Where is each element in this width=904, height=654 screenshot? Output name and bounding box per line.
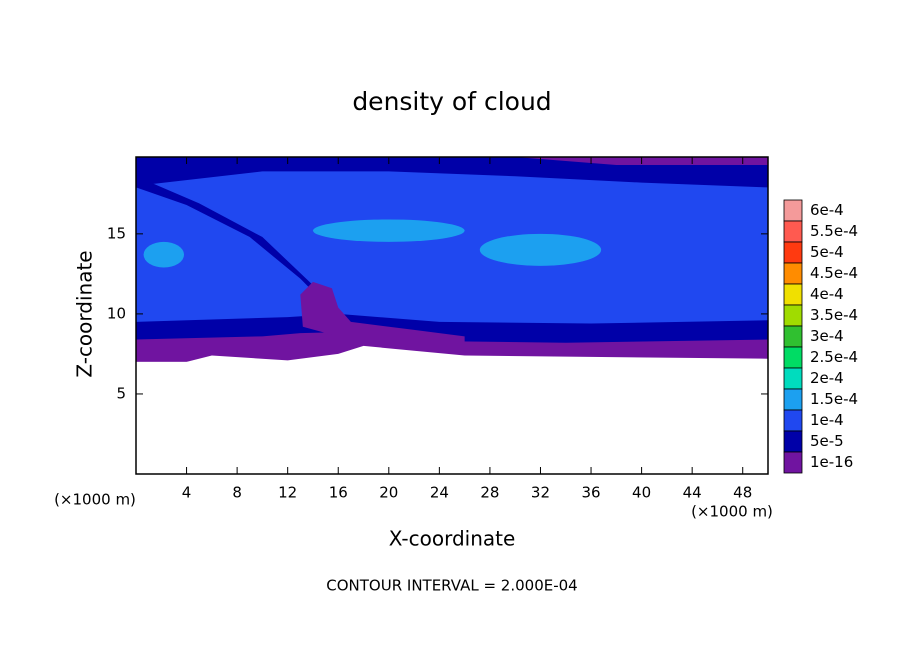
colorbar-swatch <box>783 409 803 432</box>
contour-region <box>479 233 602 266</box>
blank-region <box>136 361 768 474</box>
colorbar-label: 2e-4 <box>810 369 844 387</box>
contour-region <box>136 176 320 298</box>
colorbar-label: 2.5e-4 <box>810 348 858 366</box>
colorbar-label: 5e-5 <box>810 432 844 450</box>
colorbar-label: 3.5e-4 <box>810 306 858 324</box>
colorbar-swatch <box>783 220 803 243</box>
x-axis-label: X-coordinate <box>389 527 516 551</box>
colorbar-swatch <box>783 199 803 222</box>
x-tick-label: 48 <box>733 484 752 502</box>
colorbar-swatch <box>783 241 803 264</box>
y-tick-label: 5 <box>116 384 126 402</box>
x-tick-label: 20 <box>379 484 398 502</box>
x-tick-label: 44 <box>683 484 702 502</box>
contour-region <box>143 241 185 268</box>
footer: CONTOUR INTERVAL = 2.000E-04 <box>326 577 577 595</box>
x-tick-label: 32 <box>531 484 550 502</box>
contour-region <box>300 281 465 343</box>
colorbar-label: 6e-4 <box>810 201 844 219</box>
colorbar-label: 4e-4 <box>810 285 844 303</box>
x-tick-label: 16 <box>329 484 348 502</box>
x-tick-label: 40 <box>632 484 651 502</box>
colorbar-swatch <box>783 451 803 474</box>
x-tick-label: 4 <box>182 484 192 502</box>
contour-region <box>136 171 768 324</box>
chart-title: density of cloud <box>352 87 551 116</box>
contour-field <box>136 157 768 474</box>
colorbar-swatch <box>783 262 803 285</box>
colorbar-swatch <box>783 367 803 390</box>
colorbar-swatch <box>783 346 803 369</box>
y-tick-label: 15 <box>107 224 126 242</box>
colorbar-swatch <box>783 430 803 453</box>
colorbar-swatch <box>783 325 803 348</box>
colorbar-label: 4.5e-4 <box>810 264 858 282</box>
colorbar-label: 5.5e-4 <box>810 222 858 240</box>
colorbar-swatch <box>783 283 803 306</box>
colorbar-label: 3e-4 <box>810 327 844 345</box>
colorbar-label: 1e-16 <box>810 453 853 471</box>
y-axis-label: Z-coordinate <box>73 250 97 377</box>
colorbar-label: 5e-4 <box>810 243 844 261</box>
colorbar-label: 1.5e-4 <box>810 390 858 408</box>
x-tick-label: 28 <box>480 484 499 502</box>
colorbar-label: 1e-4 <box>810 411 844 429</box>
contour-region <box>312 219 465 242</box>
x-tick-label: 8 <box>232 484 242 502</box>
y-tick-label: 10 <box>107 304 126 322</box>
x-unit-label: (×1000 m) <box>691 503 773 521</box>
colorbar-swatch <box>783 388 803 411</box>
x-tick-label: 36 <box>581 484 600 502</box>
x-tick-label: 12 <box>278 484 297 502</box>
y-unit-label: (×1000 m) <box>54 491 136 509</box>
x-tick-label: 24 <box>430 484 449 502</box>
plot-frame <box>135 156 769 475</box>
colorbar-swatch <box>783 304 803 327</box>
